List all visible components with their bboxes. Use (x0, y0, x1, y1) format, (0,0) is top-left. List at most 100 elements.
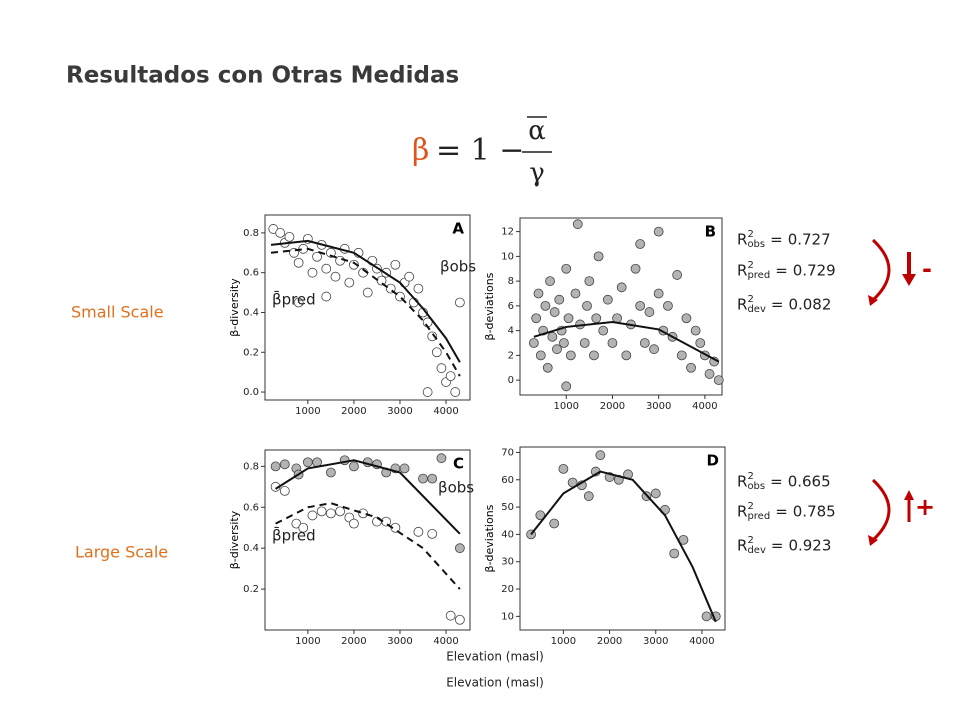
x-tick-label: 2000 (600, 401, 625, 412)
plot-frame (519, 217, 723, 396)
point (595, 450, 606, 461)
point (427, 528, 438, 539)
point (558, 463, 569, 474)
point (542, 362, 553, 373)
point (413, 526, 424, 537)
stat-value: 0.729 (793, 262, 836, 280)
point (445, 610, 456, 621)
x-tick-label: 4000 (433, 406, 458, 417)
y-tick-label: 0.8 (243, 228, 259, 239)
point (454, 614, 465, 625)
brace (871, 238, 891, 302)
fit-line (533, 320, 720, 363)
trend-sign: + (915, 493, 935, 521)
panel-letter: C (453, 455, 464, 473)
point (349, 461, 359, 472)
point (436, 453, 447, 464)
point (598, 325, 609, 336)
point (275, 228, 286, 238)
stat-eq: = (770, 473, 783, 491)
stat-power: 2 (747, 471, 753, 482)
caption: Elevation (masl) (446, 676, 544, 690)
y-tick-label: 0.6 (243, 502, 259, 513)
row-label: Large Scale (75, 543, 168, 562)
formula-rhs: = 1 − (436, 133, 524, 168)
point (559, 338, 569, 348)
stat-power: 2 (747, 501, 753, 512)
point (653, 288, 664, 299)
point (325, 467, 336, 478)
point (436, 363, 447, 374)
stat-sub: dev (747, 545, 766, 556)
point (376, 275, 387, 286)
point (431, 347, 442, 358)
y-tick-label: 0.6 (243, 268, 259, 279)
point (321, 263, 332, 274)
x-axis-label: Elevation (masl) (446, 650, 544, 664)
y-tick-label: 12 (501, 227, 514, 238)
point (704, 369, 715, 379)
x-tick-label: 2000 (597, 636, 622, 647)
fit-line (270, 239, 461, 363)
x-tick-label: 1000 (553, 401, 578, 412)
fit-line (275, 502, 461, 590)
trend-arrow-head (902, 274, 916, 286)
stat-eq: = (775, 262, 788, 280)
fit-line (270, 247, 461, 377)
x-tick-label: 1000 (551, 636, 576, 647)
stat-sub: obs (747, 481, 765, 492)
point (454, 297, 465, 308)
panel-letter: A (452, 220, 464, 238)
stat-power: 2 (747, 294, 753, 305)
point (531, 313, 542, 324)
stat-power: 2 (747, 535, 753, 546)
point (330, 271, 341, 282)
formula-numerator: α (528, 116, 546, 146)
point (669, 548, 680, 559)
point (549, 307, 560, 317)
point (418, 473, 428, 484)
point (663, 300, 673, 311)
point (589, 350, 599, 361)
point (639, 338, 650, 348)
y-tick-label: 6 (508, 301, 514, 312)
trend-arrow-head (904, 490, 914, 500)
y-tick-label: 0.2 (243, 584, 259, 595)
point (635, 239, 646, 249)
point (362, 287, 373, 298)
point (545, 276, 555, 287)
stat-power: 2 (747, 260, 753, 271)
point (649, 344, 659, 355)
y-axis-label: β-diversity (228, 510, 241, 569)
point (390, 259, 401, 270)
point (422, 387, 433, 397)
point (549, 518, 560, 529)
stat-value: 0.785 (793, 503, 836, 521)
point (413, 283, 424, 294)
y-tick-label: 30 (501, 557, 514, 568)
point (349, 259, 359, 270)
stat-value: 0.727 (788, 231, 831, 249)
point (621, 350, 632, 361)
point (270, 461, 281, 472)
formula-denominator: γ (529, 158, 545, 188)
point (298, 522, 309, 533)
y-tick-label: 0.2 (243, 347, 259, 358)
point (279, 486, 290, 496)
point (404, 271, 415, 282)
point (445, 371, 456, 382)
point (583, 491, 594, 502)
panel-letter: B (705, 223, 716, 241)
point (427, 473, 438, 484)
point (293, 297, 304, 308)
x-tick-label: 4000 (433, 636, 458, 647)
point (579, 338, 590, 348)
point (644, 307, 655, 317)
fit-line (530, 470, 717, 623)
y-tick-label: 0 (508, 375, 514, 386)
point (584, 276, 595, 287)
point (325, 508, 336, 519)
series-label: βobs (440, 258, 476, 276)
y-tick-label: 0.4 (243, 543, 259, 554)
